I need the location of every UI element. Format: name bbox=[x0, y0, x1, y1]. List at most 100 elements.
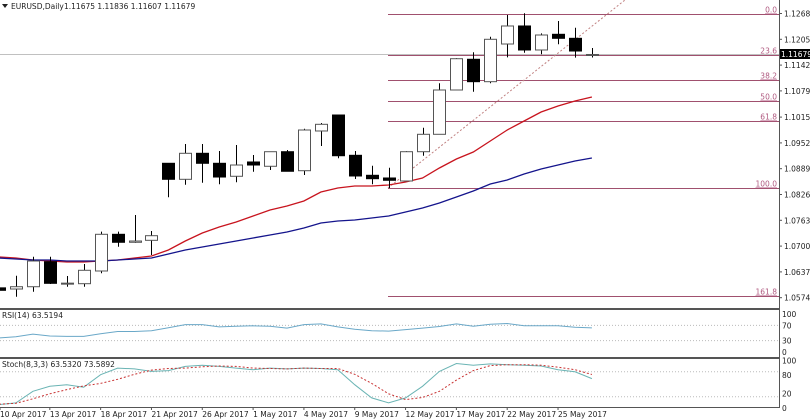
rsi-label: RSI(14) 63.5194 bbox=[2, 311, 63, 320]
candle-body-bull bbox=[417, 133, 430, 153]
stochastic-panel: Stoch(8,3,3) 63.5320 73.5892 100 80 20 0 bbox=[0, 357, 797, 413]
candle bbox=[213, 151, 226, 185]
current-price-box bbox=[779, 49, 810, 59]
fib-level-label: 23.6 bbox=[760, 47, 777, 56]
stoch-level-label: 0 bbox=[782, 404, 787, 413]
date-tick-label: 1 May 2017 bbox=[253, 410, 297, 419]
candle-body-bull bbox=[27, 260, 40, 288]
candle-body-bull bbox=[315, 123, 328, 132]
candle-body-bull bbox=[10, 286, 23, 290]
candle-body-bull bbox=[95, 233, 108, 272]
date-tick-label: 10 Apr 2017 bbox=[0, 410, 47, 419]
rsi-level-label: 100 bbox=[782, 310, 797, 319]
price-tick-label: 1.12680 bbox=[784, 10, 810, 19]
candle bbox=[298, 128, 311, 176]
candle bbox=[145, 230, 158, 255]
date-tick-label: 12 May 2017 bbox=[406, 410, 455, 419]
candle-body-bear bbox=[332, 114, 345, 157]
candle-body-bull bbox=[129, 240, 142, 243]
rsi-panel: RSI(14) 63.5194 100 70 30 0 bbox=[0, 310, 797, 357]
date-tick-label: 26 Apr 2017 bbox=[202, 410, 249, 419]
date-tick-label: 17 May 2017 bbox=[456, 410, 505, 419]
candle-body-bull bbox=[535, 34, 548, 51]
candle bbox=[332, 114, 345, 159]
stoch-label: Stoch(8,3,3) 63.5320 73.5892 bbox=[2, 360, 115, 369]
fibonacci-retracement[interactable]: 0.0 23.6 38.2 50.0 61.8 100.0 161.8 bbox=[388, 6, 779, 297]
candle bbox=[281, 149, 294, 172]
fib-level-label: 38.2 bbox=[760, 72, 777, 81]
price-tick-label: 1.10790 bbox=[784, 87, 810, 96]
candle bbox=[552, 20, 565, 45]
candle bbox=[10, 275, 23, 297]
candle-body-bear bbox=[0, 287, 6, 291]
candle bbox=[467, 52, 480, 92]
price-tick-label: 1.08260 bbox=[784, 190, 810, 199]
ma-slow-line bbox=[0, 157, 593, 262]
candle bbox=[179, 144, 192, 185]
candle-body-bear bbox=[518, 25, 531, 51]
fib-level-label: 161.8 bbox=[756, 288, 778, 297]
panel-separator[interactable] bbox=[0, 357, 779, 359]
candle bbox=[518, 13, 531, 53]
candle bbox=[44, 256, 57, 285]
candle-body-bull bbox=[264, 151, 277, 167]
fib-level-label: 100.0 bbox=[756, 180, 778, 189]
candle bbox=[433, 83, 446, 135]
candle-body-bear bbox=[366, 174, 379, 180]
candle-body-bull bbox=[145, 235, 158, 241]
candle bbox=[230, 144, 243, 183]
candle-body-bear bbox=[383, 177, 396, 181]
price-tick-label: 1.12050 bbox=[784, 35, 810, 44]
triangle-down-icon[interactable] bbox=[2, 4, 8, 8]
candle bbox=[264, 151, 277, 171]
candle-body-bull bbox=[400, 151, 413, 182]
candle-body-bull bbox=[179, 152, 192, 180]
stoch-level-label: 20 bbox=[782, 390, 792, 399]
date-tick-label: 25 May 2017 bbox=[558, 410, 607, 419]
candle-body-bear bbox=[196, 152, 209, 164]
stoch-main-line bbox=[0, 362, 593, 406]
candle-body-bull bbox=[61, 282, 74, 285]
rsi-level-label: 30 bbox=[782, 337, 792, 346]
current-price-label: 1.11679 bbox=[781, 50, 810, 59]
candle bbox=[450, 58, 463, 91]
candle-body-bear bbox=[247, 161, 260, 166]
stoch-signal-line bbox=[0, 364, 593, 405]
candle-body-bear bbox=[569, 37, 582, 52]
trend-line[interactable] bbox=[387, 0, 626, 189]
stoch-level-label: 80 bbox=[782, 371, 792, 380]
rsi-line bbox=[0, 322, 592, 339]
price-tick-label: 1.08890 bbox=[784, 165, 810, 174]
candle bbox=[484, 36, 497, 84]
ohlc-readout: 1.11675 1.11836 1.11607 1.11679 bbox=[64, 2, 195, 11]
candle-body-bear bbox=[281, 151, 294, 172]
price-tick-label: 1.07630 bbox=[784, 216, 810, 225]
candle-body-bear bbox=[213, 162, 226, 178]
candle bbox=[78, 263, 91, 287]
candle bbox=[315, 123, 328, 147]
candle bbox=[27, 256, 40, 292]
rsi-level-label: 0 bbox=[782, 348, 787, 357]
price-tick-label: 1.07000 bbox=[784, 242, 810, 251]
candle bbox=[95, 231, 108, 274]
date-tick-label: 18 Apr 2017 bbox=[101, 410, 148, 419]
date-tick-label: 9 May 2017 bbox=[355, 410, 399, 419]
candle-body-bull bbox=[298, 129, 311, 172]
candle-body-bear bbox=[349, 154, 362, 177]
candle bbox=[417, 127, 430, 156]
candle bbox=[383, 167, 396, 188]
candle bbox=[349, 151, 362, 179]
rsi-level-label: 70 bbox=[782, 321, 792, 330]
candle-body-bull bbox=[501, 25, 514, 45]
stoch-level-label: 100 bbox=[782, 357, 797, 366]
candlesticks bbox=[0, 13, 599, 297]
price-tick-label: 1.09520 bbox=[784, 139, 810, 148]
date-tick-label: 22 May 2017 bbox=[507, 410, 556, 419]
candle-body-bear bbox=[467, 58, 480, 83]
candle-body-bull bbox=[586, 53, 599, 56]
panel-separator[interactable] bbox=[0, 308, 779, 310]
candle bbox=[112, 231, 125, 247]
candle-body-bear bbox=[112, 233, 125, 243]
candle-body-bull bbox=[78, 269, 91, 285]
